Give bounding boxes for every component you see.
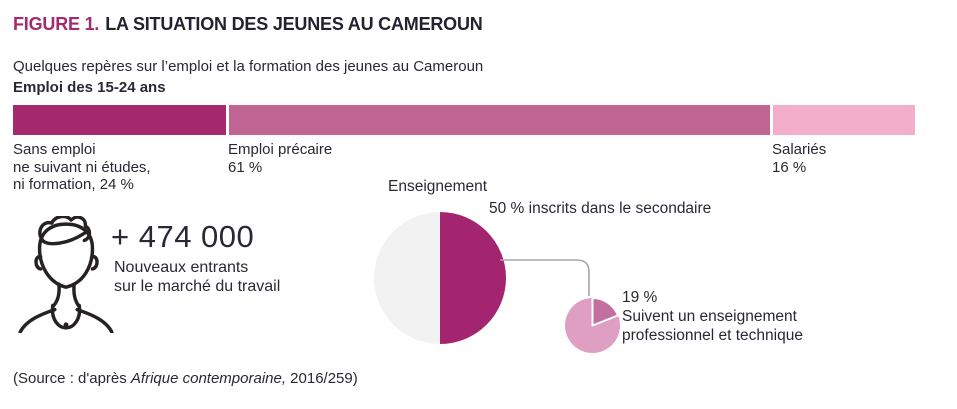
bar-chart-title: Emploi des 15-24 ans bbox=[13, 79, 166, 96]
person-hair bbox=[38, 216, 92, 244]
bar-label-emploi-precaire: Emploi précaire 61 % bbox=[228, 141, 332, 176]
bar-label-line: Emploi précaire bbox=[228, 141, 333, 158]
bar-label-line: Sans emploi bbox=[13, 141, 96, 158]
stat-desc-line: Nouveaux entrants bbox=[114, 259, 249, 276]
person-collar bbox=[50, 303, 82, 330]
stat-desc-line: sur le marché du travail bbox=[114, 278, 281, 295]
vocational-label-line: professionnel et technique bbox=[622, 327, 803, 344]
secondary-enrollment-pie bbox=[374, 212, 506, 344]
vocational-training-label: 19 % Suivent un enseignement professionn… bbox=[622, 288, 803, 345]
figure-number-label: FIGURE 1. bbox=[13, 14, 100, 34]
person-hair-fringe bbox=[41, 231, 87, 246]
education-section-title: Enseignement bbox=[388, 178, 488, 195]
pie-slice bbox=[591, 297, 620, 327]
source-note: (Source : d'après Afrique contemporaine,… bbox=[13, 370, 358, 387]
pie-slice bbox=[440, 212, 506, 344]
bar-label-sans-emploi: Sans emploi ne suivant ni études, ni for… bbox=[13, 141, 151, 194]
person-neck-left bbox=[51, 282, 61, 309]
bar-label-salaries: Salariés 16 % bbox=[772, 141, 826, 176]
vocational-label-line: Suivent un enseignement bbox=[622, 308, 797, 325]
bar-segment-salaries bbox=[773, 105, 915, 135]
bar-label-line: Salariés bbox=[772, 141, 827, 158]
new-entrants-stat: + 474 000 bbox=[111, 219, 255, 254]
figure-title: FIGURE 1. LA SITUATION DES JEUNES AU CAME… bbox=[13, 14, 483, 35]
vocational-training-pie bbox=[565, 297, 620, 353]
new-entrants-description: Nouveaux entrants sur le marché du trava… bbox=[114, 258, 280, 296]
stacked-employment-bar bbox=[13, 105, 915, 135]
bar-label-line: ni formation, 24 % bbox=[13, 176, 134, 193]
person-head bbox=[37, 222, 95, 289]
person-notch-dot bbox=[63, 322, 69, 328]
bar-segment-sans-emploi bbox=[13, 105, 226, 135]
young-person-icon bbox=[18, 216, 114, 333]
person-ear-left bbox=[34, 254, 43, 271]
figure-subtitle: Quelques repères sur l’emploi et la form… bbox=[13, 58, 484, 75]
source-journal-name: Afrique contemporaine, bbox=[130, 370, 287, 387]
person-neck-right bbox=[72, 282, 81, 309]
bar-label-line: 61 % bbox=[228, 158, 263, 176]
pie-slice bbox=[374, 212, 440, 344]
person-shoulder-right bbox=[75, 307, 114, 333]
source-suffix: 2016/259) bbox=[286, 370, 358, 387]
person-ear-right bbox=[90, 254, 99, 271]
secondary-enrollment-label: 50 % inscrits dans le secondaire bbox=[489, 200, 712, 217]
bar-segment-emploi-precaire bbox=[228, 105, 771, 135]
vocational-label-line: 19 % bbox=[622, 289, 658, 306]
bar-label-line: ne suivant ni études, bbox=[13, 158, 151, 176]
figure-title-text: LA SITUATION DES JEUNES AU CAMEROUN bbox=[105, 14, 483, 34]
pie-connector-line bbox=[500, 259, 590, 296]
bar-label-line: 16 % bbox=[772, 158, 807, 176]
source-prefix: (Source : d'après bbox=[13, 370, 131, 387]
person-shoulder-left bbox=[18, 307, 57, 333]
